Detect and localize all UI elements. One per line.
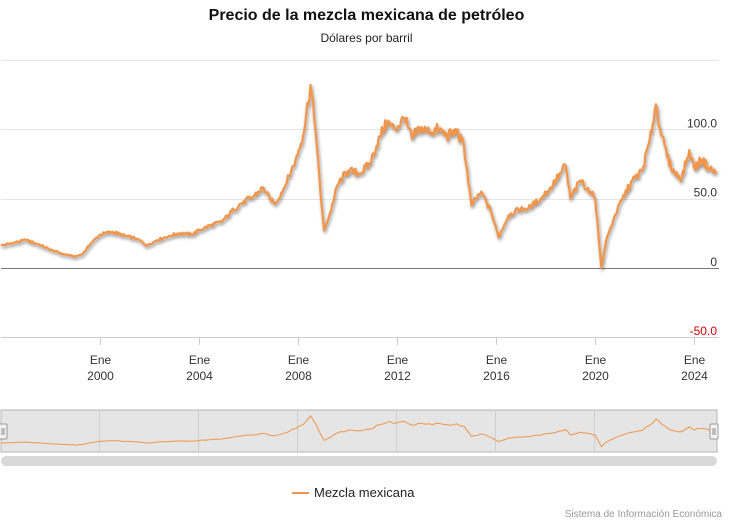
x-tick-month: Ene (486, 353, 508, 367)
x-tick-year: 2008 (285, 369, 312, 383)
chart-subtitle: Dólares por barril (320, 31, 413, 45)
y-tick-label: 0 (710, 255, 717, 269)
legend-item[interactable]: Mezcla mexicana (292, 485, 414, 500)
legend-label: Mezcla mexicana (314, 485, 415, 500)
x-tick-month: Ene (189, 353, 211, 367)
x-tick-year: 2004 (186, 369, 213, 383)
x-tick-month: Ene (90, 353, 112, 367)
x-tick-month: Ene (585, 353, 607, 367)
x-tick-year: 2012 (384, 369, 411, 383)
handle-body[interactable] (709, 423, 719, 440)
x-tick-year: 2000 (87, 369, 114, 383)
x-tick-month: Ene (387, 353, 409, 367)
x-tick-year: 2024 (681, 369, 708, 383)
y-tick-label: 50.0 (694, 186, 718, 200)
credits-text[interactable]: Sistema de Información Económica (564, 509, 722, 520)
handle-body[interactable] (0, 423, 8, 440)
y-tick-label: 100.0 (687, 116, 717, 130)
navigator-series-line (0, 415, 717, 448)
scrollbar-track[interactable] (1, 456, 717, 466)
chart-title: Precio de la mezcla mexicana de petróleo (208, 7, 525, 24)
x-tick-month: Ene (684, 353, 706, 367)
series-line-mezcla-mexicana[interactable] (0, 83, 718, 269)
right-handle[interactable] (709, 423, 719, 440)
left-handle[interactable] (0, 423, 8, 440)
x-tick-year: 2020 (582, 369, 609, 383)
y-tick-label: -50.0 (690, 324, 718, 338)
x-tick-year: 2016 (483, 369, 510, 383)
x-tick-month: Ene (288, 353, 310, 367)
legend-swatch (292, 491, 309, 494)
